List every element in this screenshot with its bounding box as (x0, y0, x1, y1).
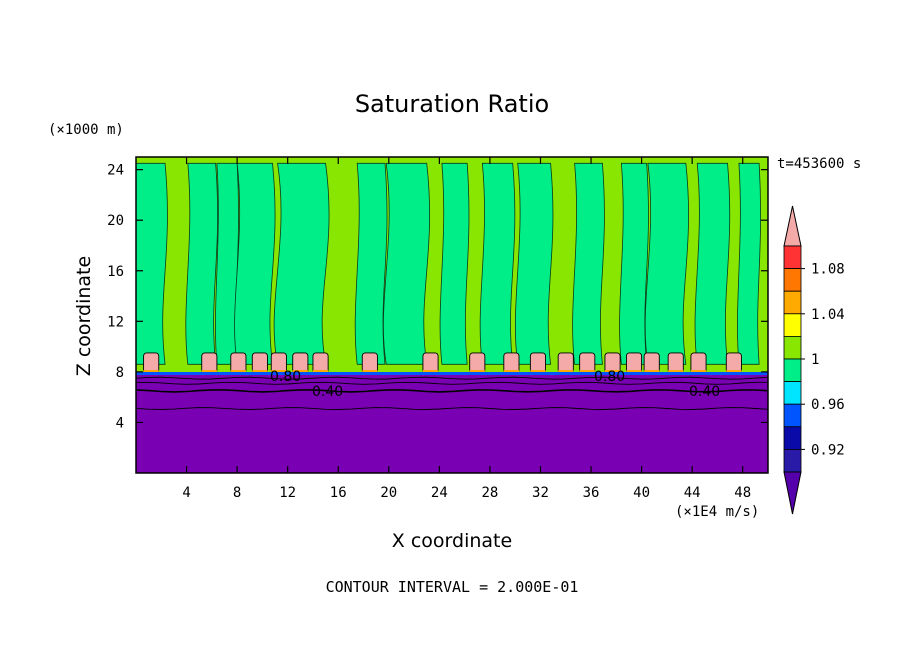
contour-interval-note: CONTOUR INTERVAL = 2.000E-01 (326, 578, 579, 596)
moist-column (572, 162, 605, 365)
contour-label: 0.40 (312, 384, 343, 400)
x-tick-label: 44 (684, 485, 701, 501)
colorbar-band (783, 335, 802, 360)
cap-fringe (230, 369, 246, 373)
contour-line (136, 376, 768, 380)
cap-fringe (690, 369, 707, 373)
contour-line (136, 389, 768, 393)
cap-fringe (726, 369, 742, 373)
colorbar-band (783, 358, 802, 383)
cap-fringe (503, 369, 519, 373)
contour-label: 0.40 (689, 384, 720, 400)
y-tick-label: 24 (107, 163, 124, 179)
moist-column (354, 162, 388, 365)
y-unit-label: (×1000 m) (48, 122, 124, 138)
y-tick-label: 20 (107, 213, 124, 229)
moist-column (644, 162, 689, 365)
colorbar-min-arrow (783, 471, 802, 515)
y-axis-ticks: 4 8 12 16 20 24 (107, 163, 768, 431)
x-axis-label: X coordinate (392, 530, 512, 552)
colorbar-band (783, 245, 802, 270)
supersaturated-cap-layer (143, 352, 742, 374)
colorbar-band (783, 290, 802, 315)
cap-fringe (530, 369, 546, 373)
x-tick-label: 20 (380, 485, 397, 501)
moist-column (273, 162, 330, 365)
cap-fringe (362, 369, 378, 373)
colorbar-label: 1.04 (811, 307, 845, 323)
y-tick-label: 4 (116, 415, 124, 431)
y-tick-label: 16 (107, 264, 124, 280)
cap-fringe (579, 369, 595, 373)
moist-column (382, 162, 431, 365)
colorbar-band (783, 403, 802, 428)
x-tick-label: 12 (279, 485, 296, 501)
moist-column (737, 162, 762, 365)
colorbar-band (783, 426, 802, 450)
colorbar-legend: 0.92 0.96 1 1.04 1.08 (783, 205, 845, 515)
contour-line (136, 381, 768, 385)
cap-fringe (469, 369, 485, 373)
moist-column (234, 162, 276, 365)
x-tick-label: 48 (734, 485, 751, 501)
x-tick-label: 28 (481, 485, 498, 501)
colorbar-label: 1 (811, 352, 819, 368)
contour-label: 0.80 (270, 369, 301, 385)
saturation-boundary-line (136, 372, 768, 375)
contour-lines (136, 376, 768, 410)
moist-column (185, 162, 219, 365)
colorbar-band (783, 268, 802, 292)
colorbar-band (783, 313, 802, 337)
chart-title: Saturation Ratio (355, 90, 549, 118)
cap-fringe (292, 369, 308, 373)
moist-column (479, 162, 516, 365)
contour-line (136, 407, 768, 410)
cap-fringe (252, 369, 268, 373)
contour-label: 0.80 (594, 369, 625, 385)
cap-fringe (201, 369, 217, 373)
cap-fringe (604, 369, 621, 373)
moist-column (514, 162, 554, 365)
plot-area (136, 157, 768, 473)
colorbar-band (783, 381, 802, 405)
time-label: t=453600 s (777, 156, 861, 172)
moist-column (439, 162, 470, 365)
x-axis-ticks: 4 8 12 16 20 24 28 32 36 40 44 48 (182, 157, 751, 501)
x-tick-label: 24 (431, 485, 448, 501)
moist-column (694, 162, 731, 365)
cap-fringe (143, 369, 159, 373)
moist-column (619, 162, 649, 365)
upper-level-field (136, 162, 762, 365)
moist-column (136, 162, 168, 365)
y-tick-label: 8 (116, 365, 124, 381)
cap-fringe (271, 369, 287, 373)
y-tick-label: 12 (107, 314, 124, 330)
x-tick-label: 36 (583, 485, 600, 501)
colorbar-label: 0.92 (811, 442, 845, 458)
cap-fringe (626, 369, 642, 373)
cap-fringe (668, 369, 684, 373)
x-tick-label: 32 (532, 485, 549, 501)
y-axis-label: Z coordinate (73, 256, 95, 376)
plot-frame (135, 156, 769, 474)
cap-fringe (422, 369, 439, 373)
x-tick-label: 8 (233, 485, 241, 501)
cap-fringe (312, 369, 329, 373)
cap-fringe (644, 369, 660, 373)
colorbar-label: 1.08 (811, 262, 845, 278)
x-tick-label: 16 (330, 485, 347, 501)
x-tick-label: 40 (633, 485, 650, 501)
colorbar-band (783, 448, 802, 473)
colorbar-label: 0.96 (811, 397, 845, 413)
x-tick-label: 4 (182, 485, 190, 501)
x-unit-label: (×1E4 m/s) (675, 504, 759, 520)
colorbar-max-arrow (783, 205, 802, 247)
cap-fringe (558, 369, 574, 373)
